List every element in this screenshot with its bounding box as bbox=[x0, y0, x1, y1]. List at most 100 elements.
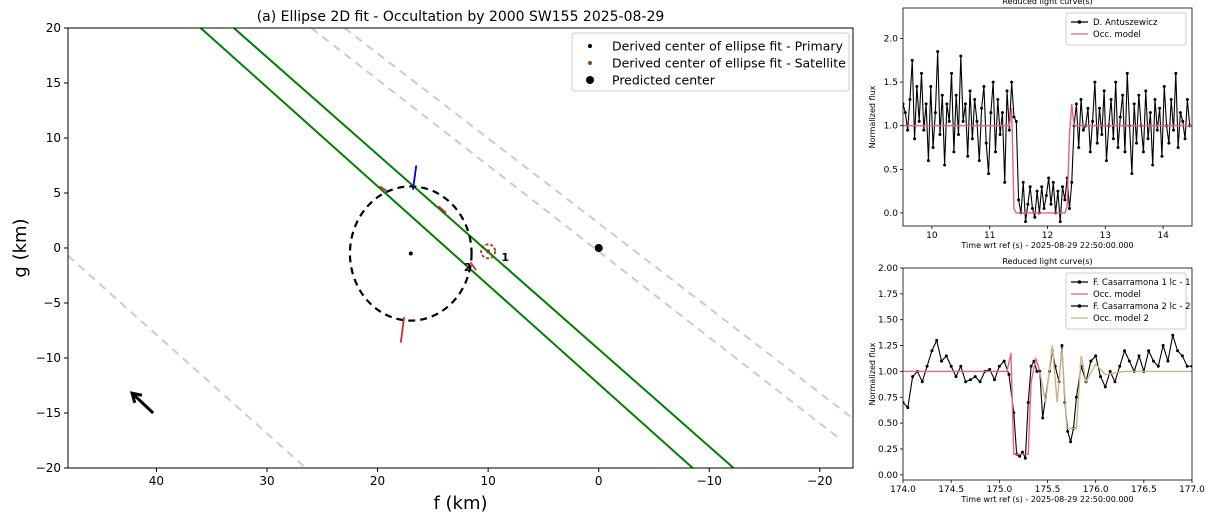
legend-label: Predicted center bbox=[612, 73, 716, 88]
x-tick-label: 174.0 bbox=[890, 485, 916, 495]
data-point bbox=[1079, 98, 1083, 102]
data-point bbox=[1000, 111, 1004, 115]
data-point bbox=[1098, 375, 1102, 379]
legend-marker bbox=[586, 76, 594, 84]
data-point bbox=[1156, 364, 1160, 368]
data-point bbox=[1081, 128, 1085, 132]
data-point bbox=[1116, 146, 1120, 150]
x-tick-label: −10 bbox=[697, 474, 722, 488]
data-point bbox=[920, 380, 924, 384]
data-point bbox=[1028, 185, 1032, 189]
light-curve-plot-2: 174.0 174.5 175.0 175.5 176.0 176.5 177.0 0.00 0… bbox=[868, 257, 1205, 504]
data-point bbox=[1058, 220, 1062, 224]
data-point bbox=[1146, 137, 1150, 141]
data-point bbox=[1176, 146, 1180, 150]
y-axis-label: Normalized flux bbox=[868, 342, 877, 405]
data-point bbox=[1161, 344, 1165, 348]
series-line-1 bbox=[903, 338, 1038, 459]
y-tick-label: 0.75 bbox=[878, 393, 898, 403]
y-tick-label: 0.25 bbox=[878, 445, 898, 455]
data-point bbox=[987, 172, 991, 176]
data-point bbox=[915, 84, 919, 88]
data-point bbox=[919, 71, 923, 75]
data-point bbox=[1181, 119, 1185, 123]
data-point bbox=[1102, 89, 1106, 93]
predicted-center-marker bbox=[594, 244, 603, 252]
data-point bbox=[1035, 369, 1039, 373]
data-point bbox=[1113, 380, 1117, 384]
plot-area bbox=[903, 50, 1192, 224]
data-point bbox=[1118, 115, 1122, 119]
data-point bbox=[1086, 106, 1090, 110]
x-tick-label: 13 bbox=[1100, 231, 1111, 241]
plot-area: 12 bbox=[68, 28, 853, 468]
data-point bbox=[1040, 185, 1044, 189]
data-point bbox=[1151, 359, 1155, 363]
data-point bbox=[1176, 349, 1180, 353]
x-tick-label: 14 bbox=[1157, 231, 1169, 241]
y-tick-label: 1.0 bbox=[884, 122, 899, 132]
data-point bbox=[1162, 84, 1166, 88]
data-point bbox=[931, 146, 935, 150]
data-point bbox=[943, 163, 947, 167]
data-point bbox=[903, 111, 907, 115]
x-tick-label: 175.0 bbox=[986, 485, 1012, 495]
data-point bbox=[978, 380, 982, 384]
x-tick-label: 20 bbox=[370, 474, 385, 488]
data-point bbox=[975, 119, 979, 123]
data-point bbox=[911, 375, 915, 379]
data-point bbox=[1137, 93, 1141, 97]
data-point bbox=[1185, 98, 1189, 102]
y-tick-label: 0 bbox=[53, 241, 61, 255]
data-point bbox=[959, 54, 963, 58]
y-tick-label: 1.25 bbox=[878, 342, 898, 352]
data-point bbox=[954, 375, 958, 379]
data-point bbox=[968, 378, 972, 382]
chart-title: Reduced light curve(s) bbox=[1002, 257, 1092, 266]
data-point bbox=[1088, 150, 1092, 154]
x-axis-label: f (km) bbox=[433, 493, 487, 514]
legend-label: Derived center of ellipse fit - Primary bbox=[612, 39, 843, 54]
y-tick-label: 1.00 bbox=[878, 367, 898, 377]
data-point bbox=[977, 159, 981, 163]
data-point bbox=[1014, 119, 1018, 123]
data-point bbox=[966, 154, 970, 158]
chord-line-1 bbox=[200, 28, 694, 468]
data-point bbox=[1061, 185, 1065, 189]
data-point bbox=[1066, 429, 1070, 433]
x-tick-label: 177.0 bbox=[1179, 485, 1205, 495]
data-point bbox=[1167, 141, 1171, 145]
data-point bbox=[1104, 159, 1108, 163]
data-point bbox=[973, 98, 977, 102]
y-tick-label: 1.5 bbox=[884, 78, 898, 88]
data-point bbox=[968, 89, 972, 93]
data-point bbox=[1172, 128, 1176, 132]
data-point bbox=[1095, 141, 1099, 145]
data-point bbox=[906, 128, 910, 132]
data-point bbox=[993, 150, 997, 154]
data-point bbox=[1002, 359, 1006, 363]
data-point bbox=[1029, 364, 1033, 368]
x-tick-label: 174.5 bbox=[938, 485, 964, 495]
light-curve-plot-1: 10 11 12 13 14 0.0 0.5 1.0 1.5 2.0 Reduced light c… bbox=[868, 0, 1193, 250]
legend-label: F. Casarramona 1 lc - 1 bbox=[1093, 278, 1191, 288]
legend-marker bbox=[588, 61, 592, 65]
data-point bbox=[1169, 98, 1173, 102]
chord-segment-3 bbox=[437, 205, 447, 214]
body-limit-line-2 bbox=[343, 28, 853, 420]
data-point bbox=[1069, 440, 1073, 444]
data-point bbox=[1155, 128, 1159, 132]
data-point bbox=[1063, 198, 1067, 202]
x-tick-label: 30 bbox=[259, 474, 274, 488]
data-point bbox=[933, 111, 937, 115]
data-point bbox=[924, 102, 928, 106]
data-point bbox=[1185, 364, 1189, 368]
data-point bbox=[950, 71, 954, 75]
data-point bbox=[1153, 98, 1157, 102]
data-point bbox=[1180, 354, 1184, 358]
y-axis-label: g (km) bbox=[10, 218, 31, 277]
data-point bbox=[954, 93, 958, 97]
y-tick-label: 0.00 bbox=[878, 471, 898, 481]
data-point bbox=[1067, 207, 1071, 211]
